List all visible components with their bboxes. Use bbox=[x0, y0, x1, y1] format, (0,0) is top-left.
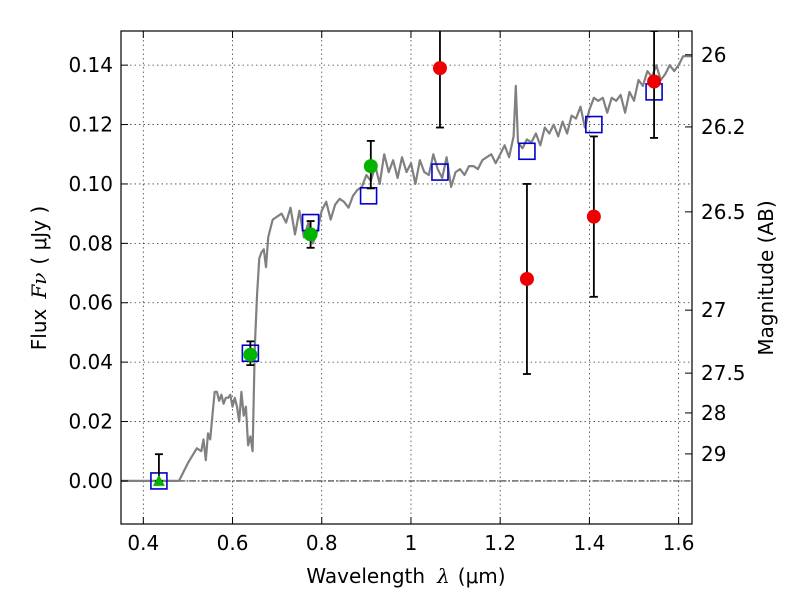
model-photometry-square bbox=[518, 142, 536, 161]
y-tick-label: 0.10 bbox=[68, 172, 113, 196]
nir-point bbox=[432, 61, 447, 76]
x-tick-label: 1.2 bbox=[484, 531, 516, 555]
right-tick-label: 27 bbox=[701, 298, 726, 322]
y-axis-title: FluxFν( μJy ) bbox=[27, 206, 51, 350]
x-tick-label: 1 bbox=[405, 531, 418, 555]
y-tick-label: 0.06 bbox=[68, 291, 113, 315]
y-tick-label: 0.08 bbox=[68, 231, 113, 255]
right-tick-label: 28 bbox=[701, 401, 726, 425]
upper-limit-triangle bbox=[152, 474, 165, 486]
x-axis-title: Wavelength λ (μm) bbox=[306, 564, 505, 588]
y-tick-label: 0.12 bbox=[68, 113, 113, 137]
x-tick-label: 0.4 bbox=[127, 531, 159, 555]
right-axis-title: Magnitude (AB) bbox=[754, 200, 778, 355]
y-tick-label: 0.14 bbox=[68, 53, 113, 77]
y-tick-label: 0.00 bbox=[68, 469, 113, 493]
nir-point bbox=[519, 271, 534, 286]
tick-labels: 0.4 0.6 0.8 1 1.2 1.4 1.6 0.00 0.02 0.04 0.06 0.08 0… bbox=[68, 43, 745, 555]
right-tick-label: 26.5 bbox=[701, 200, 746, 224]
detection-point bbox=[303, 227, 318, 242]
axis-ticks bbox=[121, 31, 692, 524]
nir-point bbox=[647, 74, 662, 89]
detection-point bbox=[243, 347, 258, 362]
right-tick-label: 29 bbox=[701, 442, 726, 466]
x-tick-label: 1.6 bbox=[663, 531, 695, 555]
right-tick-label: 27.5 bbox=[701, 361, 746, 385]
x-tick-label: 0.8 bbox=[306, 531, 338, 555]
y-tick-label: 0.04 bbox=[68, 350, 113, 374]
axes-frame bbox=[120, 30, 693, 525]
model-photometry-square bbox=[585, 115, 603, 134]
model-photometry-square bbox=[431, 163, 449, 181]
right-tick-label: 26.2 bbox=[701, 115, 746, 139]
nir-point bbox=[586, 209, 601, 224]
detection-point bbox=[363, 159, 378, 174]
plot-area bbox=[121, 31, 692, 490]
y-tick-label: 0.02 bbox=[68, 410, 113, 434]
model-sed-line bbox=[121, 55, 692, 482]
right-tick-label: 26 bbox=[701, 43, 726, 67]
grid bbox=[121, 31, 692, 524]
x-tick-label: 1.4 bbox=[573, 531, 605, 555]
x-tick-label: 0.6 bbox=[217, 531, 249, 555]
